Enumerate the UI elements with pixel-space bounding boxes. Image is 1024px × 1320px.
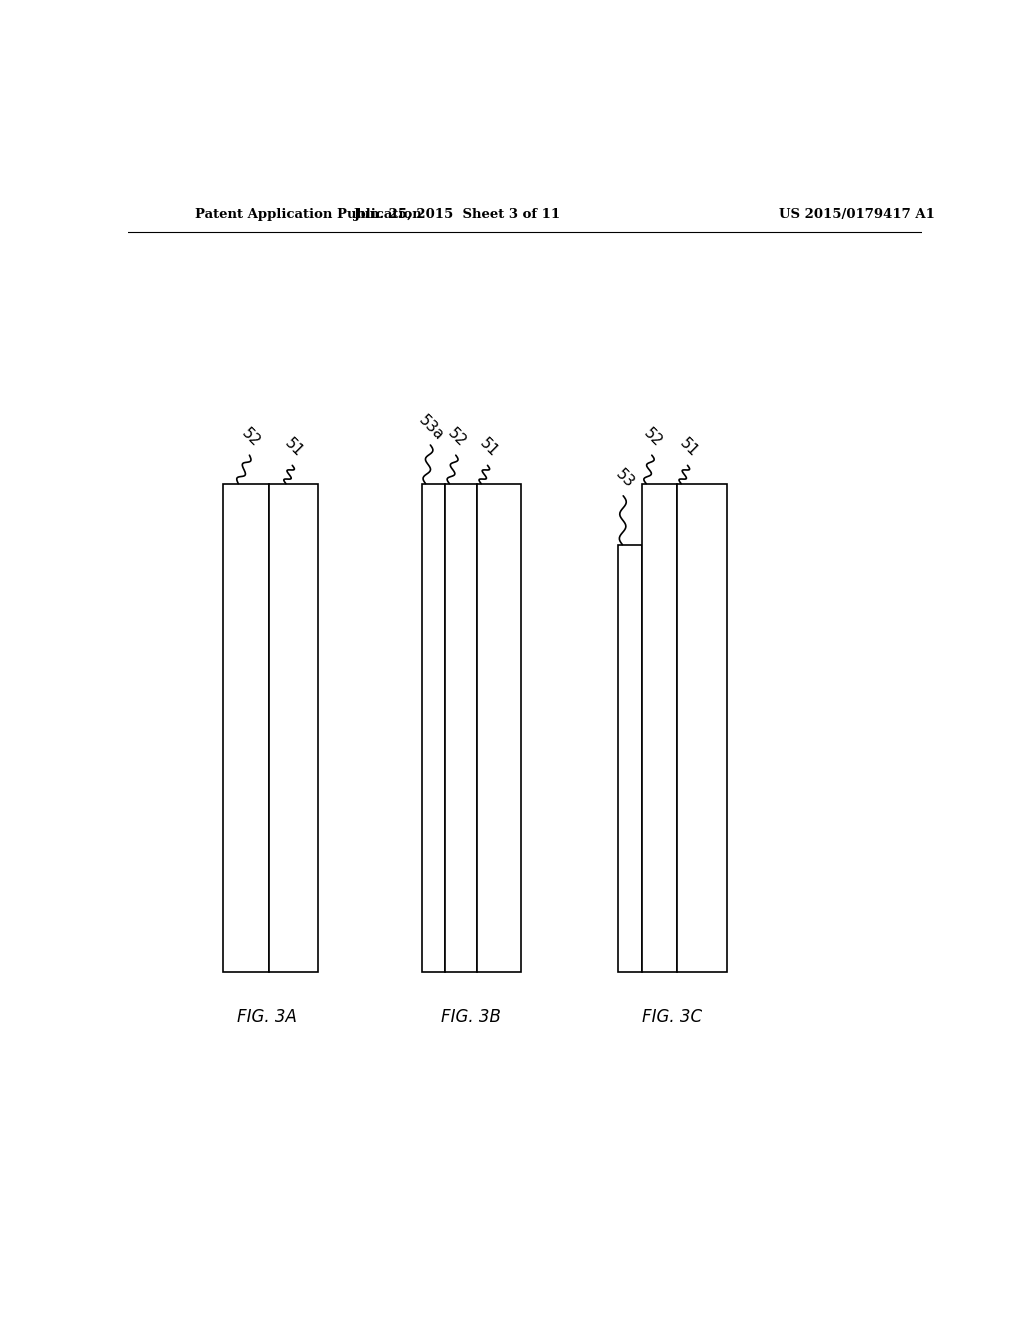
Bar bbox=[269, 483, 318, 972]
Bar bbox=[677, 483, 727, 972]
Bar bbox=[477, 483, 521, 972]
Text: FIG. 3B: FIG. 3B bbox=[441, 1008, 501, 1026]
Bar bbox=[422, 483, 445, 972]
Text: FIG. 3C: FIG. 3C bbox=[642, 1008, 701, 1026]
Text: Jun. 25, 2015  Sheet 3 of 11: Jun. 25, 2015 Sheet 3 of 11 bbox=[354, 207, 560, 220]
Bar bbox=[445, 483, 477, 972]
Bar bbox=[642, 483, 677, 972]
Text: 52: 52 bbox=[641, 425, 666, 450]
Text: 51: 51 bbox=[282, 436, 306, 459]
Text: 52: 52 bbox=[445, 425, 469, 450]
Bar bbox=[618, 545, 642, 972]
Text: 51: 51 bbox=[477, 436, 501, 459]
Text: Patent Application Publication: Patent Application Publication bbox=[196, 207, 422, 220]
Text: FIG. 3A: FIG. 3A bbox=[237, 1008, 297, 1026]
Bar bbox=[223, 483, 269, 972]
Text: 52: 52 bbox=[239, 425, 263, 450]
Text: 51: 51 bbox=[677, 436, 701, 459]
Text: 53: 53 bbox=[612, 466, 637, 491]
Text: US 2015/0179417 A1: US 2015/0179417 A1 bbox=[778, 207, 935, 220]
Text: 53a: 53a bbox=[416, 412, 447, 444]
